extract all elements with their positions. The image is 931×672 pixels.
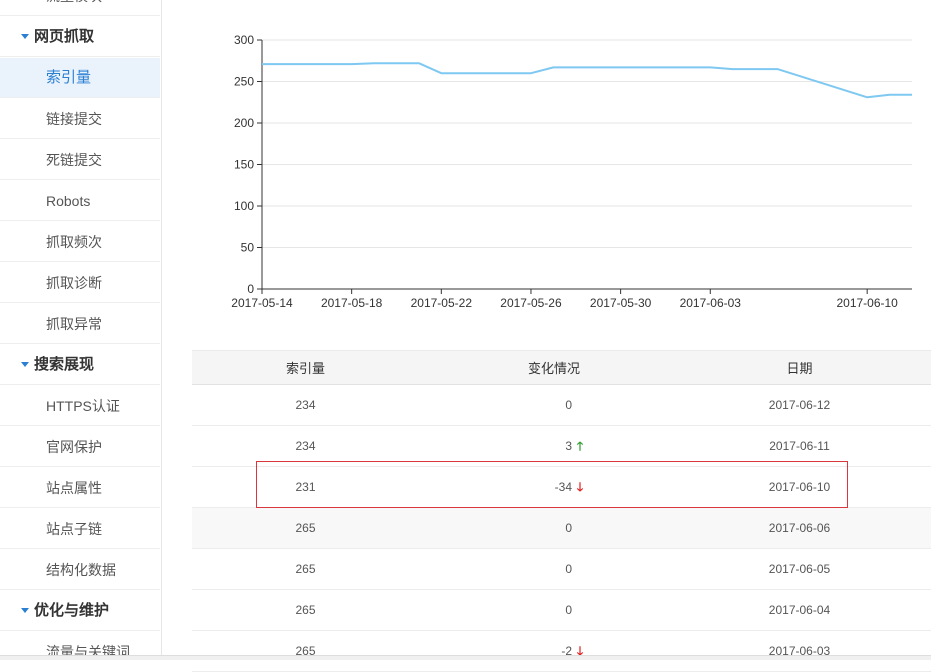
cell-change: 0 xyxy=(419,549,586,589)
sidebar-item-label: 官网保护 xyxy=(46,439,102,455)
cell-index-count: 265 xyxy=(295,562,316,576)
x-tick-label: 2017-05-22 xyxy=(411,296,473,310)
column-header-date: 日期 xyxy=(786,361,813,376)
sidebar-nav: 流量模块网页抓取索引量链接提交死链提交 Robots 抓取频次抓取诊断抓取异常搜索展… xyxy=(0,0,162,659)
y-tick-label: 100 xyxy=(234,199,254,213)
cell-index-count: 265 xyxy=(295,644,316,658)
sidebar-item-2[interactable]: 索引量 xyxy=(0,58,160,98)
sidebar-item-7[interactable]: 抓取诊断 xyxy=(0,263,160,303)
y-tick-label: 300 xyxy=(234,33,254,47)
y-tick-label: 250 xyxy=(234,75,254,89)
table-row: 265 -2 🡓 2017-06-03 xyxy=(192,631,931,672)
sidebar-item-label: 搜索展现 xyxy=(34,356,95,373)
change-value: -34 xyxy=(554,480,572,494)
cell-index-count: 265 xyxy=(295,521,316,535)
x-tick-label: 2017-05-26 xyxy=(500,296,562,310)
column-header-change: 变化情况 xyxy=(527,361,580,376)
sidebar-item-label: 抓取频次 xyxy=(46,234,102,250)
arrow-up-icon: 🡑 xyxy=(576,439,584,453)
sidebar-item-group-1[interactable]: 网页抓取 xyxy=(0,17,160,57)
cell-date: 2017-06-03 xyxy=(768,644,831,658)
table-body: 234 0 2017-06-12 234 3 🡑 2017-06-11 231 -34 🡓 2017… xyxy=(192,385,931,672)
x-tick-label: 2017-05-14 xyxy=(231,296,293,310)
change-value: 0 xyxy=(565,603,572,617)
sidebar-item-label: Robots xyxy=(46,193,91,209)
table-row: 265 0 2017-06-04 xyxy=(192,590,931,631)
change-value: 0 xyxy=(565,521,572,535)
series-line-0 xyxy=(262,62,912,99)
cell-index-count: 234 xyxy=(295,439,316,453)
cell-change: -34 🡓 xyxy=(419,467,586,507)
sidebar-item-label: 抓取异常 xyxy=(46,316,102,332)
cell-index-count: 231 xyxy=(295,480,316,494)
sidebar-item-label: 流量模块 xyxy=(46,0,102,4)
change-value: 0 xyxy=(565,562,572,576)
sidebar-item-label: HTTPS认证 xyxy=(46,398,120,414)
cell-date: 2017-06-06 xyxy=(768,521,831,535)
sidebar-item-6[interactable]: 抓取频次 xyxy=(0,222,160,262)
table-row: 265 0 2017-06-05 xyxy=(192,549,931,590)
table-row: 234 0 2017-06-12 xyxy=(192,385,931,426)
cell-date: 2017-06-11 xyxy=(769,439,830,453)
cell-index-count: 234 xyxy=(295,398,316,412)
sidebar-item-group-15[interactable]: 优化与维护 xyxy=(0,591,160,631)
sidebar-item-0[interactable]: 流量模块 xyxy=(0,0,160,16)
sidebar-item-label: 链接提交 xyxy=(46,111,102,127)
y-tick-label: 200 xyxy=(234,116,254,130)
y-tick-label: 0 xyxy=(247,282,254,296)
cell-change: 0 xyxy=(419,590,586,630)
sidebar-item-14[interactable]: 结构化数据 xyxy=(0,550,160,590)
caret-down-icon xyxy=(21,362,29,367)
sidebar-item-label: 网页抓取 xyxy=(34,28,95,45)
sidebar-item-3[interactable]: 链接提交 xyxy=(0,99,160,139)
x-tick-label: 2017-06-10 xyxy=(836,296,898,310)
sidebar-item-5[interactable]: Robots xyxy=(0,181,160,221)
cell-date: 2017-06-10 xyxy=(768,480,831,494)
sidebar-item-label: 抓取诊断 xyxy=(46,275,102,291)
change-value: -2 xyxy=(561,644,572,658)
caret-down-icon xyxy=(21,608,29,613)
change-value: 3 xyxy=(565,439,572,453)
index-volume-table: 索引量 变化情况 日期 234 0 2017-06-12 234 3 🡑 2017-06-1… xyxy=(192,350,931,672)
cell-change: 0 xyxy=(419,385,586,425)
sidebar-item-11[interactable]: 官网保护 xyxy=(0,427,160,467)
table-row: 231 -34 🡓 2017-06-10 xyxy=(192,467,931,508)
x-tick-label: 2017-05-30 xyxy=(590,296,652,310)
horizontal-scrollbar[interactable] xyxy=(0,655,931,660)
arrow-down-icon: 🡓 xyxy=(576,480,584,494)
table-row: 265 0 2017-06-06 xyxy=(192,508,931,549)
sidebar-item-4[interactable]: 死链提交 xyxy=(0,140,160,180)
sidebar-item-12[interactable]: 站点属性 xyxy=(0,468,160,508)
sidebar-item-label: 结构化数据 xyxy=(46,562,116,578)
index-volume-line-chart: 0 50 100 150 200 250 300 2017-05-14 2017-05-18 20… xyxy=(231,33,912,310)
table-row: 234 3 🡑 2017-06-11 xyxy=(192,426,931,467)
table-header: 索引量 变化情况 日期 xyxy=(192,350,931,385)
cell-date: 2017-06-04 xyxy=(768,603,831,617)
cell-change: 3 🡑 xyxy=(419,426,586,466)
sidebar-item-label: 站点属性 xyxy=(46,480,102,496)
cell-change: 0 xyxy=(419,508,586,548)
sidebar-item-10[interactable]: HTTPS认证 xyxy=(0,386,160,426)
x-tick-label: 2017-05-18 xyxy=(321,296,383,310)
sidebar-item-label: 优化与维护 xyxy=(34,602,110,619)
cell-date: 2017-06-12 xyxy=(768,398,831,412)
cell-date: 2017-06-05 xyxy=(768,562,831,576)
caret-down-icon xyxy=(21,34,29,39)
arrow-down-icon: 🡓 xyxy=(576,644,584,658)
change-value: 0 xyxy=(565,398,572,412)
y-tick-label: 50 xyxy=(241,241,255,255)
cell-change: -2 🡓 xyxy=(419,631,586,671)
sidebar-item-label: 站点子链 xyxy=(46,521,102,537)
sidebar-item-label: 索引量 xyxy=(46,69,92,86)
cell-index-count: 265 xyxy=(295,603,316,617)
sidebar-item-13[interactable]: 站点子链 xyxy=(0,509,160,549)
x-tick-label: 2017-06-03 xyxy=(680,296,742,310)
sidebar-item-group-9[interactable]: 搜索展现 xyxy=(0,345,160,385)
sidebar-item-8[interactable]: 抓取异常 xyxy=(0,304,160,344)
sidebar-item-label: 死链提交 xyxy=(46,152,102,168)
column-header-index-count: 索引量 xyxy=(285,361,325,376)
y-tick-label: 150 xyxy=(234,158,254,172)
